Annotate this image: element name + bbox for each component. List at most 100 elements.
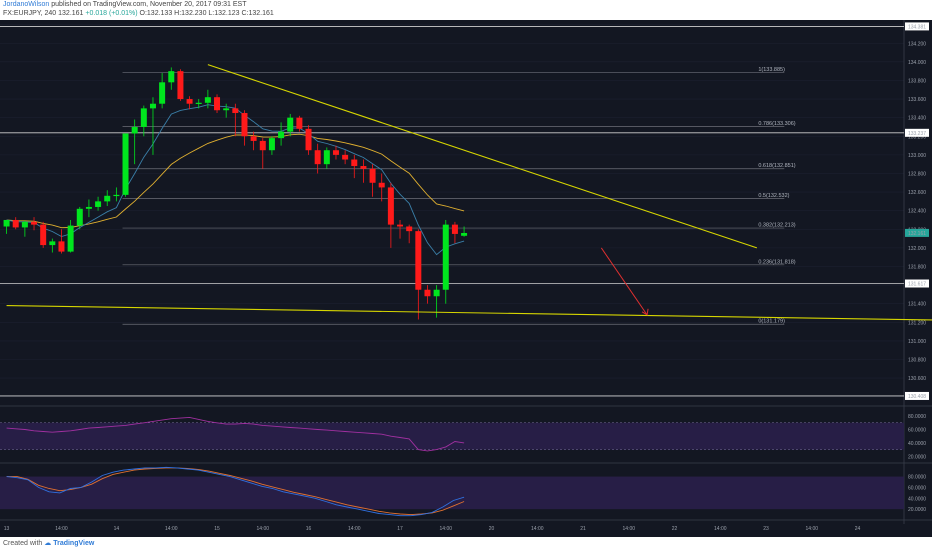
date-tick-label: 14:00: [531, 526, 544, 532]
candle-body: [104, 195, 111, 202]
candle-body: [314, 150, 321, 165]
candle-body: [332, 150, 339, 155]
candle-body: [149, 103, 156, 109]
date-tick-label: 14:00: [806, 526, 819, 532]
fib-level-label: 0(131.179): [758, 319, 785, 325]
candle-body: [259, 140, 266, 151]
stoch-k-line: [6, 466, 465, 517]
candle-body: [387, 187, 394, 225]
level-price-box: [905, 279, 929, 288]
candle-body: [95, 201, 102, 207]
fib-level-label: 0.618(132.851): [758, 163, 795, 169]
date-tick-label: 14:00: [55, 526, 68, 532]
date-tick-label: 22: [672, 526, 678, 532]
price-tick-label: 131.000: [908, 339, 926, 345]
candle-body: [451, 224, 458, 234]
candle-body: [168, 71, 175, 83]
stoch-tick-label: 80.0000: [908, 475, 926, 481]
price-tick-label: 131.800: [908, 264, 926, 270]
chart-canvas[interactable]: 134.400134.200134.000133.800133.600133.4…: [0, 20, 932, 537]
rsi-line: [6, 416, 465, 452]
candle-body: [3, 219, 10, 227]
candle-body: [424, 289, 431, 297]
level-price-box: [905, 128, 929, 137]
fib-level-label: 1(133.885): [758, 67, 785, 73]
projection-arrowhead: [641, 308, 649, 316]
candle-body: [296, 117, 303, 129]
candle-body: [223, 108, 230, 111]
candle-body: [21, 221, 28, 228]
price-change: +0.018 (+0.01%): [85, 10, 138, 17]
level-price-label: 130.408: [908, 394, 926, 400]
last-price: 132.161: [58, 10, 84, 17]
candle-body: [305, 128, 312, 151]
date-tick-label: 14:00: [257, 526, 270, 532]
symbol-line: FX:EURJPY, 240 132.161 +0.018 (+0.01%) O…: [3, 9, 274, 19]
price-tick-label: 130.800: [908, 357, 926, 363]
chart-header: JordanoWilson published on TradingView.c…: [0, 0, 932, 20]
candle-body: [122, 133, 129, 195]
candle-body: [268, 138, 275, 151]
date-tick-label: 23: [763, 526, 769, 532]
candle-body: [31, 221, 38, 225]
price-tick-label: 134.200: [908, 41, 926, 47]
stoch-tick-label: 60.0000: [908, 485, 926, 491]
projection-arrow: [600, 247, 648, 316]
candle-body: [195, 102, 202, 104]
rsi-tick-label: 40.0000: [908, 441, 926, 447]
publish-line: JordanoWilson published on TradingView.c…: [3, 0, 246, 10]
price-tick-label: 132.600: [908, 190, 926, 196]
trendline: [207, 64, 758, 249]
candle-body: [113, 194, 120, 197]
stoch-tick-label: 20.0000: [908, 507, 926, 513]
rsi-tick-label: 20.0000: [908, 454, 926, 460]
candle-body: [406, 226, 413, 232]
candle-body: [186, 99, 193, 104]
candle-body: [250, 136, 257, 141]
candle-body: [378, 182, 385, 188]
level-price-box: [905, 22, 929, 31]
rsi-tick-label: 80.0000: [908, 414, 926, 420]
symbol-label: FX:EURJPY, 240: [3, 10, 57, 17]
date-tick-label: 24: [855, 526, 861, 532]
candle-body: [85, 206, 92, 209]
candle-body: [241, 113, 248, 137]
candle-body: [76, 208, 83, 226]
date-tick-label: 14:00: [165, 526, 178, 532]
level-price-box: [905, 391, 929, 400]
candle-body: [369, 168, 376, 183]
publish-info: published on TradingView.com, November 2…: [51, 1, 247, 8]
candle-body: [461, 232, 468, 236]
chart-background: [0, 20, 932, 537]
author-link[interactable]: JordanoWilson: [3, 1, 50, 8]
price-tick-label: 131.200: [908, 320, 926, 326]
tradingview-logo-icon: ☁: [44, 540, 52, 547]
candle-body: [232, 108, 239, 114]
level-price-label: 134.381: [908, 24, 926, 30]
price-tick-label: 133.600: [908, 97, 926, 103]
candle-body: [12, 219, 19, 228]
candle-body: [278, 131, 285, 139]
level-price-label: 131.617: [908, 282, 926, 288]
last-price-box: [905, 228, 929, 237]
candle-body: [433, 289, 440, 297]
price-tick-label: 133.400: [908, 116, 926, 122]
date-tick-label: 17: [397, 526, 403, 532]
last-price-label: 132.161: [908, 231, 926, 237]
price-tick-label: 133.000: [908, 153, 926, 159]
candle-body: [140, 108, 147, 127]
fib-level-label: 0.786(133.306): [758, 121, 795, 127]
tradingview-brand[interactable]: TradingView: [53, 540, 95, 547]
date-tick-label: 20: [489, 526, 495, 532]
candle-body: [287, 117, 294, 132]
candle-body: [415, 231, 422, 290]
candle-body: [360, 166, 367, 169]
price-tick-label: 132.000: [908, 246, 926, 252]
candle-body: [67, 225, 74, 252]
candle-body: [131, 126, 138, 134]
date-tick-label: 14: [114, 526, 120, 532]
date-tick-label: 15: [214, 526, 220, 532]
candle-body: [397, 224, 404, 227]
fib-level-label: 0.236(131.818): [758, 259, 795, 265]
price-tick-label: 134.000: [908, 60, 926, 66]
